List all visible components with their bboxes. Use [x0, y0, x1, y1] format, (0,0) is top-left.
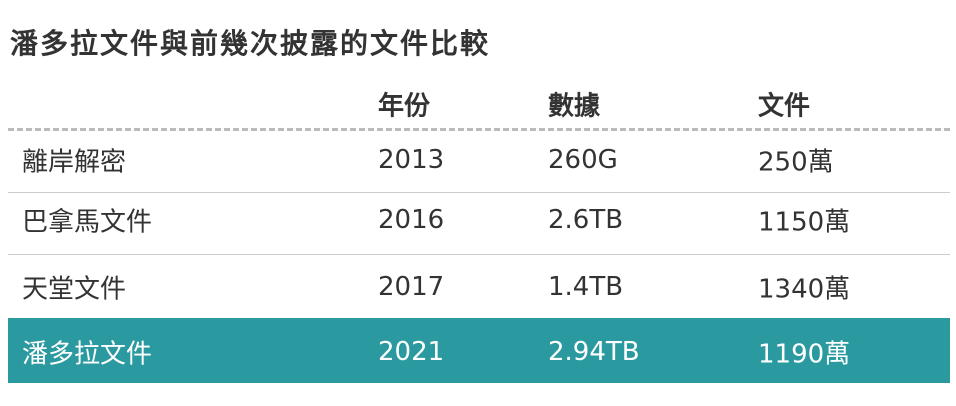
table-cell: 2021 [378, 337, 445, 367]
column-header: 年份 [378, 91, 431, 122]
row-divider [8, 192, 950, 193]
row-label: 潘多拉文件 [22, 339, 153, 370]
highlight-row [8, 318, 950, 383]
table-cell: 1340萬 [758, 274, 851, 305]
table-cell: 2013 [378, 145, 445, 175]
row-label: 離岸解密 [22, 147, 127, 178]
table-cell: 2.94TB [548, 337, 640, 367]
row-divider [8, 254, 950, 255]
table-cell: 2017 [378, 272, 445, 302]
table-cell: 260G [548, 145, 618, 175]
title: 潘多拉文件與前幾次披露的文件比較 [10, 27, 491, 60]
header-divider [8, 128, 950, 131]
table-cell: 2016 [378, 205, 445, 235]
row-label: 天堂文件 [22, 274, 127, 305]
table-cell: 1.4TB [548, 272, 624, 302]
table-cell: 250萬 [758, 147, 834, 178]
row-label: 巴拿馬文件 [22, 207, 153, 238]
column-header: 文件 [758, 91, 811, 122]
column-header: 數據 [548, 91, 601, 122]
table-cell: 1150萬 [758, 207, 851, 238]
table-cell: 1190萬 [758, 339, 851, 370]
table-cell: 2.6TB [548, 205, 624, 235]
